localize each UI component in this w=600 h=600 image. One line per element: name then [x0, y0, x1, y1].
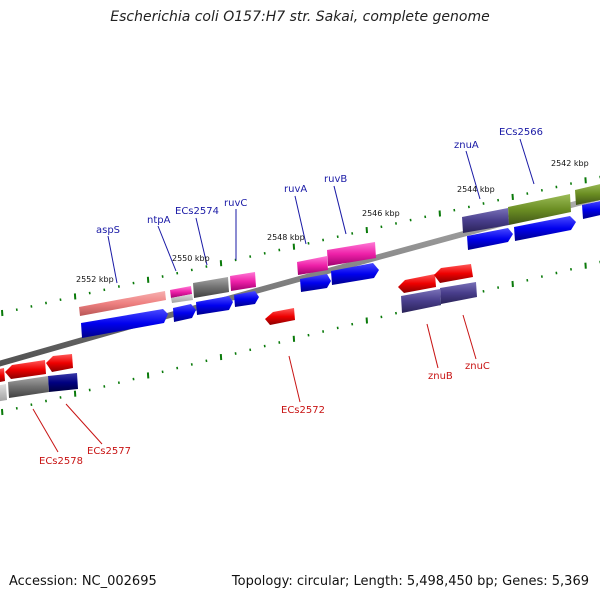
forward-cds-arrows [81, 201, 600, 338]
gene-label-znuA: znuA [454, 140, 479, 151]
ruvC-feature [230, 272, 256, 291]
znuC-feature [440, 282, 477, 304]
cds-arrow-ECs2572 [265, 308, 295, 325]
cds-arrow-ECs2577 [46, 354, 73, 372]
tick-label-2548: 2548 kbp [267, 233, 305, 242]
label-leaders [32, 138, 535, 453]
cds-arrow-znuA [467, 228, 513, 250]
tick-label-2546: 2546 kbp [362, 209, 400, 218]
cds-arrow-ruvB [331, 263, 379, 285]
tick-label-2544: 2544 kbp [457, 185, 495, 194]
gene-label-ECs2566: ECs2566 [499, 127, 543, 138]
forward-ticks [1, 175, 600, 317]
gene-label-ntpA: ntpA [147, 215, 171, 226]
leader-aspS [107, 235, 118, 284]
cds-arrow-edge-left [0, 368, 5, 382]
forward-features [79, 184, 600, 316]
leader-ruvB [333, 185, 347, 235]
map-title: Escherichia coli O157:H7 str. Sakai, com… [110, 9, 490, 25]
accession-label: Accession: NC_002695 [9, 574, 157, 589]
ECs2578-feature [8, 376, 49, 398]
leader-znuA [465, 150, 481, 200]
cds-arrow-aspS [81, 309, 168, 338]
cds-arrow-ECs2574 [196, 296, 233, 315]
ECs2577-feature [48, 373, 78, 392]
ruvA-feature [297, 256, 328, 275]
gene-label-aspS: aspS [96, 225, 120, 236]
cds-arrow-ntpA [173, 304, 196, 322]
leader-znuB [426, 323, 439, 369]
ruvB-feature [327, 242, 376, 266]
gene-label-ECs2577: ECs2577 [87, 446, 131, 457]
ECs2566-feature [508, 194, 571, 225]
aspS-feature [79, 291, 166, 316]
tick-label-2552: 2552 kbp [76, 275, 114, 284]
ntpA-feature [170, 286, 192, 298]
leader-ruvA [294, 195, 307, 245]
tick-label-2542: 2542 kbp [551, 159, 589, 168]
reverse-ticks [1, 260, 600, 416]
cds-arrow-ruvA [300, 274, 331, 292]
gene-label-ECs2574: ECs2574 [175, 206, 219, 217]
cds-arrow-ECs2566 [514, 216, 576, 241]
ECs2574-feature [193, 277, 229, 298]
gene-label-ECs2572: ECs2572 [281, 405, 325, 416]
leader-ntpA [157, 225, 177, 272]
leader-ECs2566 [519, 138, 535, 185]
gene-label-znuC: znuC [465, 361, 490, 372]
gene-label-znuB: znuB [428, 371, 453, 382]
gene-labels: aspS ntpA ECs2574 ruvC ruvA ruvB znuA EC… [39, 127, 543, 467]
znuA-feature [462, 208, 509, 233]
cds-arrow-edge-right [582, 201, 600, 219]
edge-feature-left [0, 384, 7, 402]
edge-feature-right [575, 184, 600, 205]
ntpA-feature-lower [171, 294, 193, 303]
leader-ECs2578 [32, 408, 59, 453]
cds-arrow-znuB [398, 274, 436, 293]
tick-label-2550: 2550 kbp [172, 254, 210, 263]
reverse-cds-arrows [0, 264, 473, 382]
leader-znuC [462, 314, 477, 360]
leader-ECs2574 [195, 217, 208, 266]
reverse-features [0, 282, 477, 402]
cds-arrow-ECs2578 [5, 360, 46, 379]
cds-arrow-ruvC [234, 291, 259, 307]
gene-label-ECs2578: ECs2578 [39, 456, 83, 467]
tick-labels: 2552 kbp 2550 kbp 2548 kbp 2546 kbp 2544… [76, 159, 589, 284]
leader-ECs2577 [65, 403, 103, 445]
gene-label-ruvB: ruvB [324, 174, 347, 185]
gene-label-ruvC: ruvC [224, 198, 247, 209]
leader-ECs2572 [288, 355, 301, 403]
genome-summary: Topology: circular; Length: 5,498,450 bp… [231, 574, 589, 589]
znuB-feature [401, 289, 441, 313]
cds-arrow-znuC [434, 264, 473, 283]
gene-label-ruvA: ruvA [284, 184, 307, 195]
